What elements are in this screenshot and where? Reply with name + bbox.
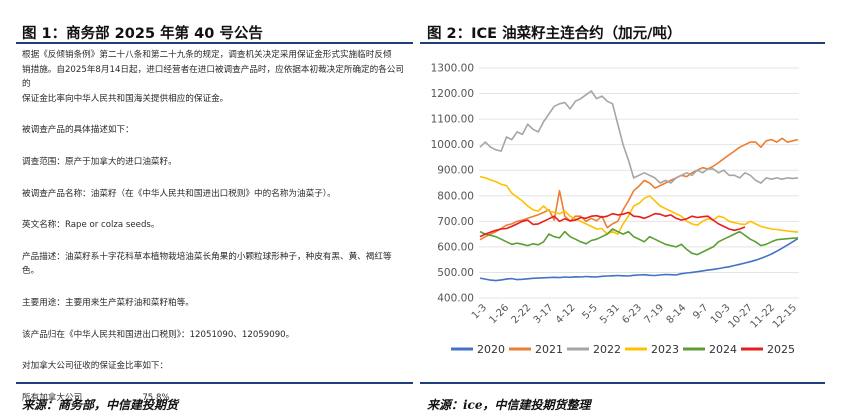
- doc-line: 该产品归在《中华人民共和国进出口税则》：12051090、12059090。: [22, 329, 295, 340]
- ice-canola-chart: 1300.00 1200.00 1100.00 1000.00 900.00 800.00…: [431, 63, 800, 357]
- doc-line: 被调查产品名称：油菜籽（在《中华人民共和国进出口税则》中的名称为油菜子）。: [22, 188, 336, 199]
- legend-label-2024: 2024: [709, 343, 737, 356]
- x-axis-ticks: 1-31-262-223-174-12 5-55-316-237-198-14 9-…: [470, 302, 799, 330]
- doc-line: 根据《反倾销条例》第二十八条和第二十九条的规定，调查机关决定采用保证金形式实施临…: [22, 50, 392, 60]
- series-line-2024: [479, 228, 799, 256]
- y-tick-label: 1200.00: [431, 88, 474, 100]
- doc-line: 英文名称：Rape or colza seeds。: [22, 220, 160, 231]
- grid-layer: [479, 67, 799, 299]
- x-tick-label: 12-15: [771, 302, 799, 330]
- x-tick-label: 1-3: [470, 302, 489, 321]
- doc-line: 保证金比率向中华人民共和国海关提供相应的保证金。: [22, 93, 229, 104]
- x-tick-label: 5-5: [581, 302, 600, 321]
- left-bottom-rule: [16, 382, 413, 384]
- x-tick-label: 2-22: [510, 302, 534, 326]
- right-title-rule: [420, 42, 825, 44]
- legend-label-2021: 2021: [535, 343, 563, 356]
- doc-line: 调查范围：原产于加拿大的进口油菜籽。: [22, 156, 177, 167]
- y-tick-label: 500.00: [437, 267, 474, 279]
- x-tick-label: 8-14: [665, 302, 689, 326]
- y-tick-label: 800.00: [437, 190, 474, 202]
- left-source-note: 来源：商务部，中信建投期货: [22, 398, 179, 412]
- y-tick-label: 1000.00: [431, 139, 474, 151]
- x-tick-label: 10-27: [727, 302, 755, 330]
- y-tick-label: 600.00: [437, 241, 474, 253]
- series-lines: [479, 90, 799, 282]
- left-panel-title: 图 1：商务部 2025 年第 40 号公告: [22, 26, 263, 42]
- legend: 2020 2021 2022 2023 2024 2025: [451, 343, 795, 356]
- legend-label-2023: 2023: [651, 343, 679, 356]
- y-tick-label: 1100.00: [431, 114, 474, 126]
- series-line-2021: [479, 137, 799, 241]
- legend-label-2022: 2022: [593, 343, 621, 356]
- legend-label-2025: 2025: [767, 343, 795, 356]
- doc-line: 主要用途：主要用来生产菜籽油和菜籽粕等。: [22, 297, 194, 308]
- x-tick-label: 6-23: [620, 302, 644, 326]
- series-line-2025: [479, 211, 746, 238]
- y-axis-ticks: 1300.00 1200.00 1100.00 1000.00 900.00 800.00…: [431, 63, 474, 305]
- y-tick-label: 400.00: [437, 293, 474, 305]
- doc-line-deposit-rate: 所有加拿大公司 75.8%: [22, 392, 170, 403]
- doc-line: 对加拿大公司征收的保证金比率如下：: [22, 361, 169, 372]
- x-tick-label: 1-26: [487, 302, 511, 326]
- series-line-2022: [479, 90, 799, 184]
- series-line-2023: [479, 175, 799, 235]
- announcement-document: 根据《反倾销条例》第二十八条和第二十九条的规定，调查机关决定采用保证金形式实施临…: [22, 48, 412, 405]
- doc-line: 色。: [22, 266, 40, 277]
- y-tick-label: 1300.00: [431, 63, 474, 75]
- x-tick-label: 3-17: [532, 302, 556, 326]
- right-source-note: 来源：ice，中信建投期货整理: [427, 398, 591, 412]
- right-panel-title: 图 2：ICE 油菜籽主连合约（加元/吨）: [427, 26, 682, 42]
- y-tick-label: 900.00: [437, 165, 474, 177]
- x-tick-label: 11-22: [749, 302, 777, 330]
- right-bottom-rule: [420, 382, 825, 384]
- x-tick-label: 9-7: [691, 302, 710, 321]
- series-line-2020: [479, 237, 799, 282]
- x-tick-label: 5-31: [598, 302, 622, 326]
- x-tick-label: 7-19: [642, 302, 666, 326]
- legend-label-2020: 2020: [477, 343, 505, 356]
- x-tick-label: 4-12: [554, 302, 578, 326]
- doc-line: 销措施。自2025年8月14日起，进口经营者在进口被调查产品时，应依据本初裁决定…: [22, 64, 405, 90]
- doc-line: 产品描述：油菜籽系十字花科草本植物栽培油菜长角果的小颗粒球形种子，种皮有黑、黄、…: [22, 251, 392, 262]
- left-title-rule: [16, 42, 413, 44]
- y-tick-label: 700.00: [437, 216, 474, 228]
- doc-line: 被调查产品的具体描述如下：: [22, 125, 134, 136]
